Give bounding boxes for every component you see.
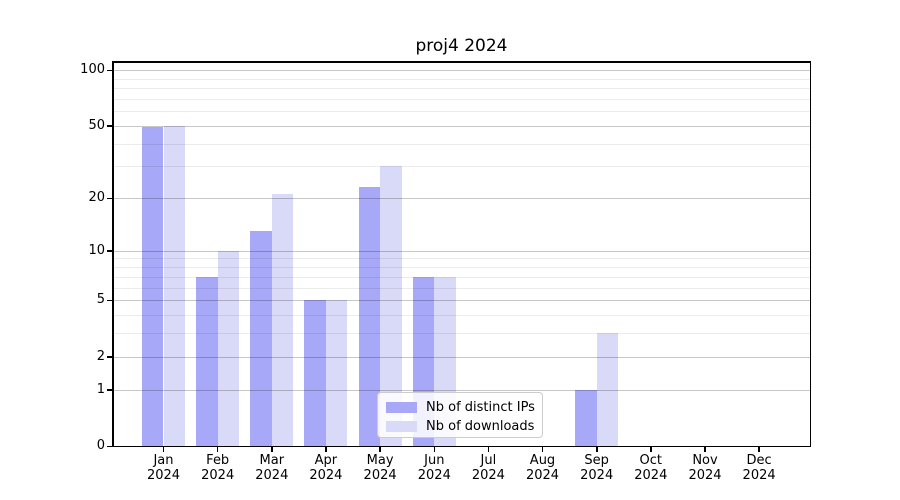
y-tick-mark (107, 125, 112, 127)
y-tick-label: 20 (88, 190, 105, 205)
bar (271, 194, 294, 446)
gridline-minor (113, 98, 810, 100)
x-tick-mark (433, 447, 435, 452)
bar (358, 187, 381, 446)
bar (217, 250, 240, 446)
x-tick-mark (596, 447, 598, 452)
y-tick-mark (107, 69, 112, 72)
x-tick-label: May 2024 (363, 453, 397, 483)
gridline-minor (113, 88, 810, 89)
gridline-minor (113, 267, 810, 268)
x-tick-mark (271, 447, 273, 452)
x-tick-label: Jun 2024 (417, 453, 451, 483)
legend-item-downloads: Nb of downloads (386, 417, 534, 436)
gridline-minor (113, 333, 810, 335)
x-tick-mark (758, 447, 760, 452)
y-tick-mark (107, 197, 112, 199)
y-tick-mark (107, 356, 112, 358)
legend-label-distinct-ips: Nb of distinct IPs (426, 400, 535, 415)
bar (196, 276, 218, 446)
legend-swatch-downloads (386, 421, 417, 432)
axis-spine-bottom (112, 445, 811, 447)
x-tick-label: Aug 2024 (525, 453, 560, 483)
x-tick-mark (541, 447, 544, 452)
chart-title: proj4 2024 (415, 36, 508, 56)
gridline-minor (113, 258, 810, 260)
x-tick-mark (379, 447, 381, 452)
y-tick-label: 2 (96, 348, 105, 364)
gridline-minor (113, 143, 810, 145)
x-tick-label: Jul 2024 (471, 453, 505, 483)
bar (141, 127, 164, 446)
gridline-minor (113, 276, 810, 278)
x-tick-mark (325, 447, 327, 452)
x-tick-label: Nov 2024 (688, 453, 722, 483)
bar (250, 231, 272, 446)
legend-item-distinct-ips: Nb of distinct IPs (386, 398, 535, 417)
y-tick-mark (107, 389, 112, 391)
y-tick-mark (107, 250, 112, 252)
gridline-minor (113, 166, 810, 168)
bar (304, 300, 326, 446)
x-tick-label: Dec 2024 (742, 453, 776, 483)
x-tick-mark (162, 447, 165, 452)
gridline-major (113, 300, 810, 301)
axis-spine-top (112, 61, 811, 63)
x-tick-label: Mar 2024 (255, 453, 289, 483)
y-tick-label: 1 (96, 381, 105, 397)
axis-spine-left (112, 62, 114, 447)
gridline-minor (113, 111, 810, 113)
y-tick-mark (107, 299, 112, 301)
legend-label-downloads: Nb of downloads (426, 419, 535, 434)
y-tick-label: 0 (96, 438, 105, 453)
axis-spine-right (809, 62, 811, 447)
bar (325, 300, 348, 446)
x-tick-mark (704, 447, 706, 452)
y-tick-mark (107, 445, 112, 447)
gridline-major (113, 389, 810, 391)
x-tick-mark (216, 447, 219, 452)
legend-swatch-distinct-ips (386, 402, 417, 413)
gridline-major (113, 250, 810, 252)
gridline-minor (113, 314, 810, 316)
x-tick-mark (650, 447, 652, 452)
y-tick-label: 50 (88, 117, 105, 133)
gridline-minor (113, 78, 810, 80)
gridline-major (113, 356, 810, 358)
x-tick-label: Jan 2024 (146, 453, 181, 483)
gridline-major (113, 70, 810, 72)
x-tick-mark (487, 447, 490, 452)
y-tick-label: 10 (88, 242, 105, 258)
bar (575, 389, 597, 446)
gridline-minor (113, 287, 810, 289)
gridline-major (113, 198, 810, 199)
x-tick-label: Apr 2024 (309, 453, 343, 483)
bar (163, 125, 186, 446)
bar (380, 166, 402, 446)
y-tick-label: 100 (80, 62, 105, 78)
y-tick-label: 5 (96, 292, 105, 307)
bar (596, 333, 619, 446)
x-tick-label: Sep 2024 (580, 453, 614, 483)
legend: Nb of distinct IPs Nb of downloads (377, 392, 543, 438)
gridline-major (113, 125, 810, 127)
x-tick-label: Oct 2024 (634, 453, 668, 483)
x-tick-label: Feb 2024 (201, 453, 235, 483)
